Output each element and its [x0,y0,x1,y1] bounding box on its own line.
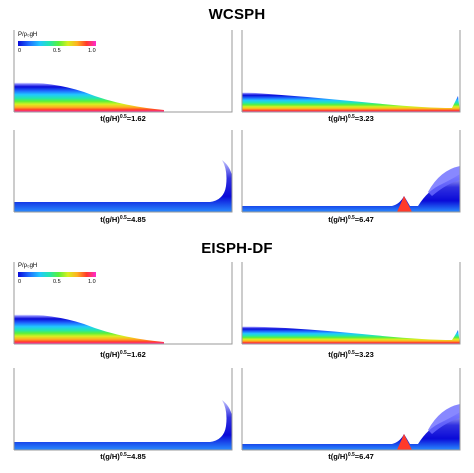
legend-tick-mid: 0.5 [53,279,61,285]
pressure-field-plot [13,368,233,451]
snapshot-panel-wcsph-2 [241,30,461,113]
panel-caption: t(g/H)0.5=3.23 [328,350,374,359]
pressure-legend: P/ρ₀gH 0 0.5 1.0 [18,263,108,289]
snapshot-panel-wcsph-3 [13,130,233,213]
legend-tick-min: 0 [18,48,22,54]
legend-tick-max: 1.0 [88,279,96,285]
pressure-field-plot [241,130,461,213]
legend-label: P/ρ₀gH [18,32,38,38]
panel-caption: t(g/H)0.5=1.62 [100,350,146,359]
panel-caption: t(g/H)0.5=6.47 [328,215,374,224]
legend-colorbar [18,41,96,46]
snapshot-panel-eisph-3 [13,368,233,451]
legend-label: P/ρ₀gH [18,263,38,269]
pressure-field-plot [13,130,233,213]
pressure-field-plot [13,30,233,113]
panel-caption: t(g/H)0.5=4.85 [100,215,146,224]
legend-tick-min: 0 [18,279,22,285]
pressure-field-plot [241,262,461,345]
panel-caption: t(g/H)0.5=4.85 [100,452,146,461]
snapshot-panel-wcsph-1 [13,30,233,113]
snapshot-panel-eisph-1 [13,262,233,345]
pressure-legend: P/ρ₀gH 0 0.5 1.0 [18,32,108,58]
legend-tick-max: 1.0 [88,48,96,54]
snapshot-panel-eisph-2 [241,262,461,345]
legend-colorbar [18,272,96,277]
pressure-field-plot [241,368,461,451]
panel-caption: t(g/H)0.5=6.47 [328,452,374,461]
panel-caption: t(g/H)0.5=1.62 [100,114,146,123]
section-title-eisph-df: EISPH-DF [201,240,273,257]
pressure-field-plot [241,30,461,113]
pressure-field-plot [13,262,233,345]
section-title-wcsph: WCSPH [208,6,266,23]
legend-tick-mid: 0.5 [53,48,61,54]
snapshot-panel-wcsph-4 [241,130,461,213]
panel-caption: t(g/H)0.5=3.23 [328,114,374,123]
snapshot-panel-eisph-4 [241,368,461,451]
